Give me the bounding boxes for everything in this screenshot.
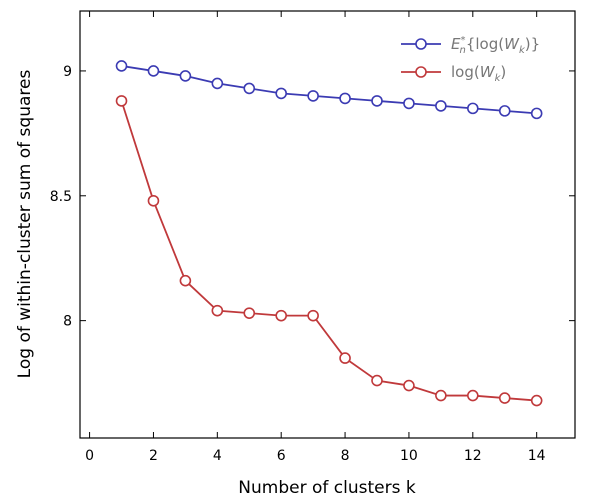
x-tick-label: 12 — [464, 448, 482, 464]
data-point — [211, 304, 224, 317]
data-point — [307, 90, 319, 102]
legend: E* n{log(Wk)} log(Wk) — [401, 35, 540, 84]
data-point — [115, 60, 128, 72]
plot-frame — [79, 10, 576, 439]
series-layer — [115, 60, 543, 407]
data-point — [403, 379, 415, 392]
series-line — [120, 100, 537, 402]
series-2 — [115, 95, 543, 407]
legend-marker — [415, 38, 427, 50]
data-point — [467, 389, 479, 402]
y-tick-label: 8.5 — [50, 189, 72, 205]
y-tick-label: 8 — [63, 314, 72, 330]
legend-entry-observed: log(Wk) — [401, 63, 506, 84]
data-point — [530, 394, 543, 407]
data-point — [339, 92, 351, 105]
data-point — [147, 65, 160, 77]
data-point — [435, 100, 447, 112]
data-point — [371, 374, 383, 387]
x-tick-label: 2 — [149, 448, 158, 464]
y-tick-label: 9 — [63, 64, 72, 80]
y-axis: 88.59 — [50, 64, 575, 330]
legend-marker — [415, 66, 427, 78]
x-tick-label: 14 — [528, 448, 546, 464]
legend-entry-expected: E* n{log(Wk)} — [401, 35, 540, 56]
data-point — [435, 389, 447, 402]
data-point — [498, 105, 511, 117]
data-point — [211, 77, 224, 90]
y-axis-title: Log of within-cluster sum of squares — [15, 70, 35, 379]
data-point — [339, 352, 351, 364]
data-point — [243, 82, 256, 95]
legend-label: E* n{log(Wk)} — [451, 35, 540, 56]
legend-label: log(Wk) — [451, 63, 506, 84]
x-tick-label: 0 — [85, 448, 94, 464]
data-point — [498, 392, 511, 404]
x-tick-label: 4 — [213, 448, 222, 464]
data-point — [115, 95, 128, 107]
series-1 — [115, 60, 543, 120]
x-axis: 0 2 4 6 8 10 12 14 — [85, 11, 546, 464]
data-point — [275, 309, 287, 322]
data-point — [275, 87, 287, 100]
data-point — [467, 102, 479, 115]
x-axis-title: Number of clusters k — [238, 478, 416, 498]
data-point — [147, 194, 160, 207]
x-tick-label: 8 — [341, 448, 350, 464]
data-point — [371, 95, 383, 107]
data-point — [307, 309, 319, 322]
x-tick-label: 10 — [400, 448, 418, 464]
data-point — [243, 307, 256, 319]
data-point — [179, 70, 192, 82]
data-point — [179, 274, 192, 287]
data-point — [530, 107, 543, 120]
x-tick-label: 6 — [277, 448, 286, 464]
data-point — [403, 97, 415, 110]
